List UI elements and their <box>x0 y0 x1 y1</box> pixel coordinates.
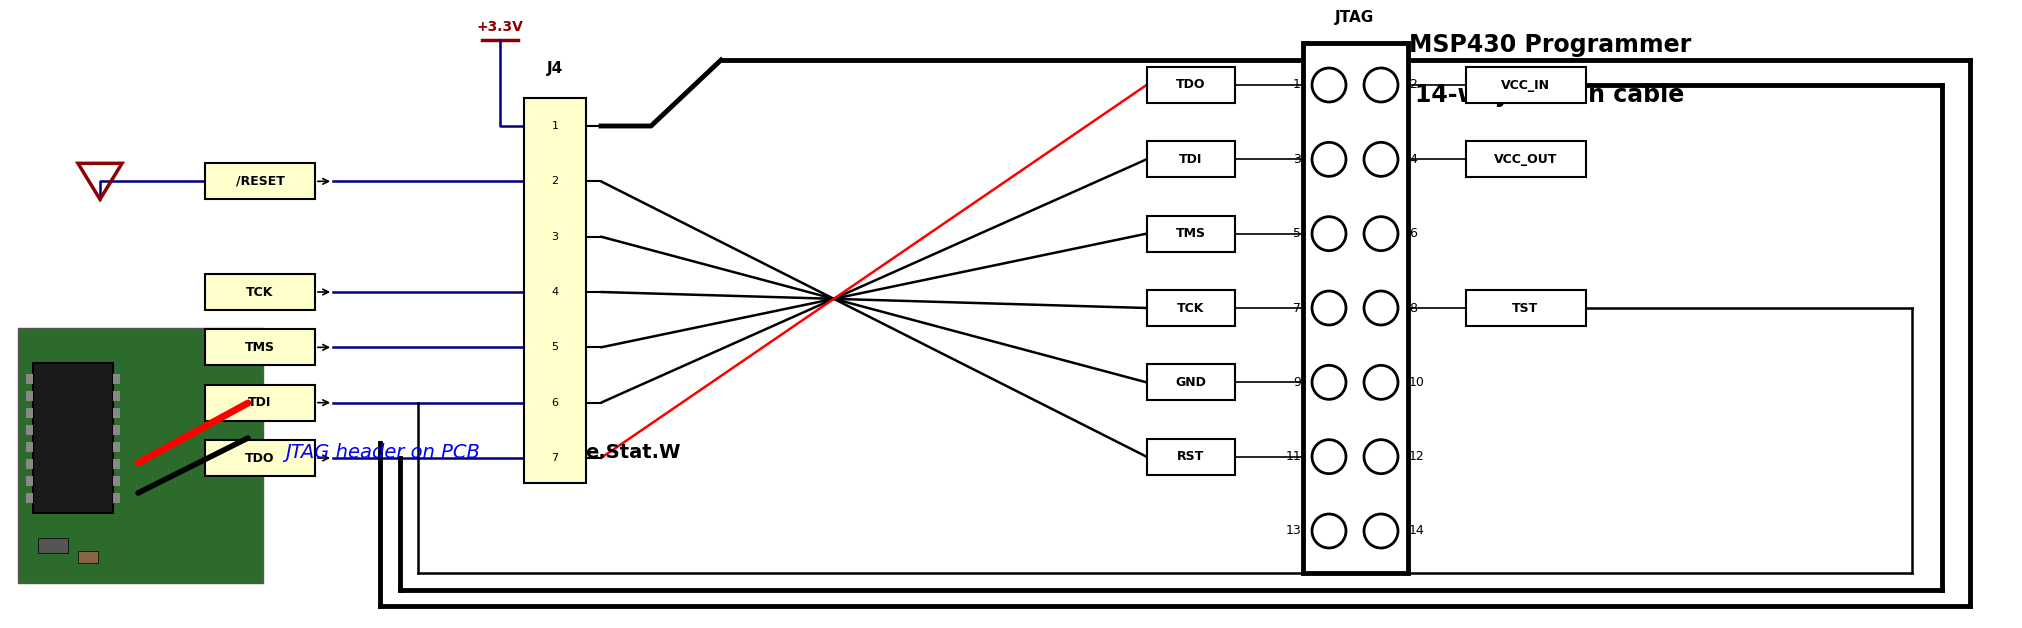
Text: J4: J4 <box>546 61 562 76</box>
Bar <box>113 493 119 503</box>
Text: 8: 8 <box>1409 301 1417 315</box>
Text: 12: 12 <box>1409 450 1426 463</box>
Text: 13: 13 <box>1286 524 1300 538</box>
Bar <box>204 440 315 476</box>
Bar <box>26 493 32 503</box>
Bar <box>113 425 119 435</box>
Bar <box>1146 215 1235 252</box>
Bar <box>1146 67 1235 103</box>
Text: VCC_OUT: VCC_OUT <box>1494 153 1557 166</box>
Text: 1: 1 <box>552 121 558 131</box>
Text: 11: 11 <box>1286 450 1300 463</box>
Text: 3: 3 <box>552 232 558 242</box>
Text: 7: 7 <box>552 453 558 463</box>
Bar <box>38 538 69 553</box>
Bar <box>1146 290 1235 326</box>
Bar <box>1466 141 1585 177</box>
Text: JTAG header on PCB: JTAG header on PCB <box>285 443 479 462</box>
Bar <box>79 551 97 563</box>
Text: 1: 1 <box>1294 78 1300 92</box>
Text: 6: 6 <box>1409 227 1417 240</box>
Bar <box>113 408 119 418</box>
Text: MSP430 Programmer: MSP430 Programmer <box>1409 33 1690 57</box>
Bar <box>113 374 119 384</box>
Bar <box>113 476 119 486</box>
Bar <box>113 391 119 401</box>
Text: TMS: TMS <box>245 341 275 354</box>
Bar <box>26 408 32 418</box>
Bar <box>113 459 119 469</box>
Text: 4: 4 <box>1409 153 1417 166</box>
Bar <box>26 374 32 384</box>
Bar <box>1466 290 1585 326</box>
Text: 2: 2 <box>552 176 558 187</box>
Text: 14: 14 <box>1409 524 1426 538</box>
Bar <box>1146 141 1235 177</box>
Text: TDO: TDO <box>1175 78 1205 92</box>
Text: /RESET: /RESET <box>235 175 285 188</box>
Bar <box>204 385 315 421</box>
Text: TDO: TDO <box>245 452 275 465</box>
Text: 2: 2 <box>1409 78 1417 92</box>
Text: GND: GND <box>1175 376 1205 389</box>
Bar <box>26 459 32 469</box>
Bar <box>32 363 113 513</box>
Bar <box>1146 439 1235 475</box>
Text: 4: 4 <box>552 287 558 297</box>
Text: 7: 7 <box>1292 301 1300 315</box>
Text: 14-way ribbon cable: 14-way ribbon cable <box>1415 83 1684 107</box>
Text: TST: TST <box>1512 301 1539 315</box>
Bar <box>26 476 32 486</box>
Text: RST: RST <box>1177 450 1205 463</box>
Text: TMS: TMS <box>1175 227 1205 240</box>
Bar <box>1302 43 1407 573</box>
Text: 9: 9 <box>1294 376 1300 389</box>
Bar <box>113 442 119 452</box>
Text: TDI: TDI <box>249 396 271 409</box>
Bar <box>204 329 315 365</box>
Text: VCC_IN: VCC_IN <box>1500 78 1551 92</box>
Bar <box>204 163 315 199</box>
Text: 6: 6 <box>552 398 558 408</box>
Bar <box>1146 364 1235 400</box>
Text: e.Stat.W: e.Stat.W <box>584 443 681 462</box>
Text: TCK: TCK <box>247 286 273 298</box>
Text: 10: 10 <box>1409 376 1426 389</box>
Text: 5: 5 <box>1292 227 1300 240</box>
Text: +3.3V: +3.3V <box>477 20 524 34</box>
Text: JTAG: JTAG <box>1335 10 1375 25</box>
Text: 3: 3 <box>1294 153 1300 166</box>
Bar <box>18 328 263 583</box>
Bar <box>26 425 32 435</box>
Bar <box>26 391 32 401</box>
Text: TCK: TCK <box>1177 301 1205 315</box>
Bar <box>26 442 32 452</box>
Text: 5: 5 <box>552 342 558 352</box>
Bar <box>524 98 586 483</box>
Bar <box>1466 67 1585 103</box>
Bar <box>204 274 315 310</box>
Text: TDI: TDI <box>1179 153 1203 166</box>
